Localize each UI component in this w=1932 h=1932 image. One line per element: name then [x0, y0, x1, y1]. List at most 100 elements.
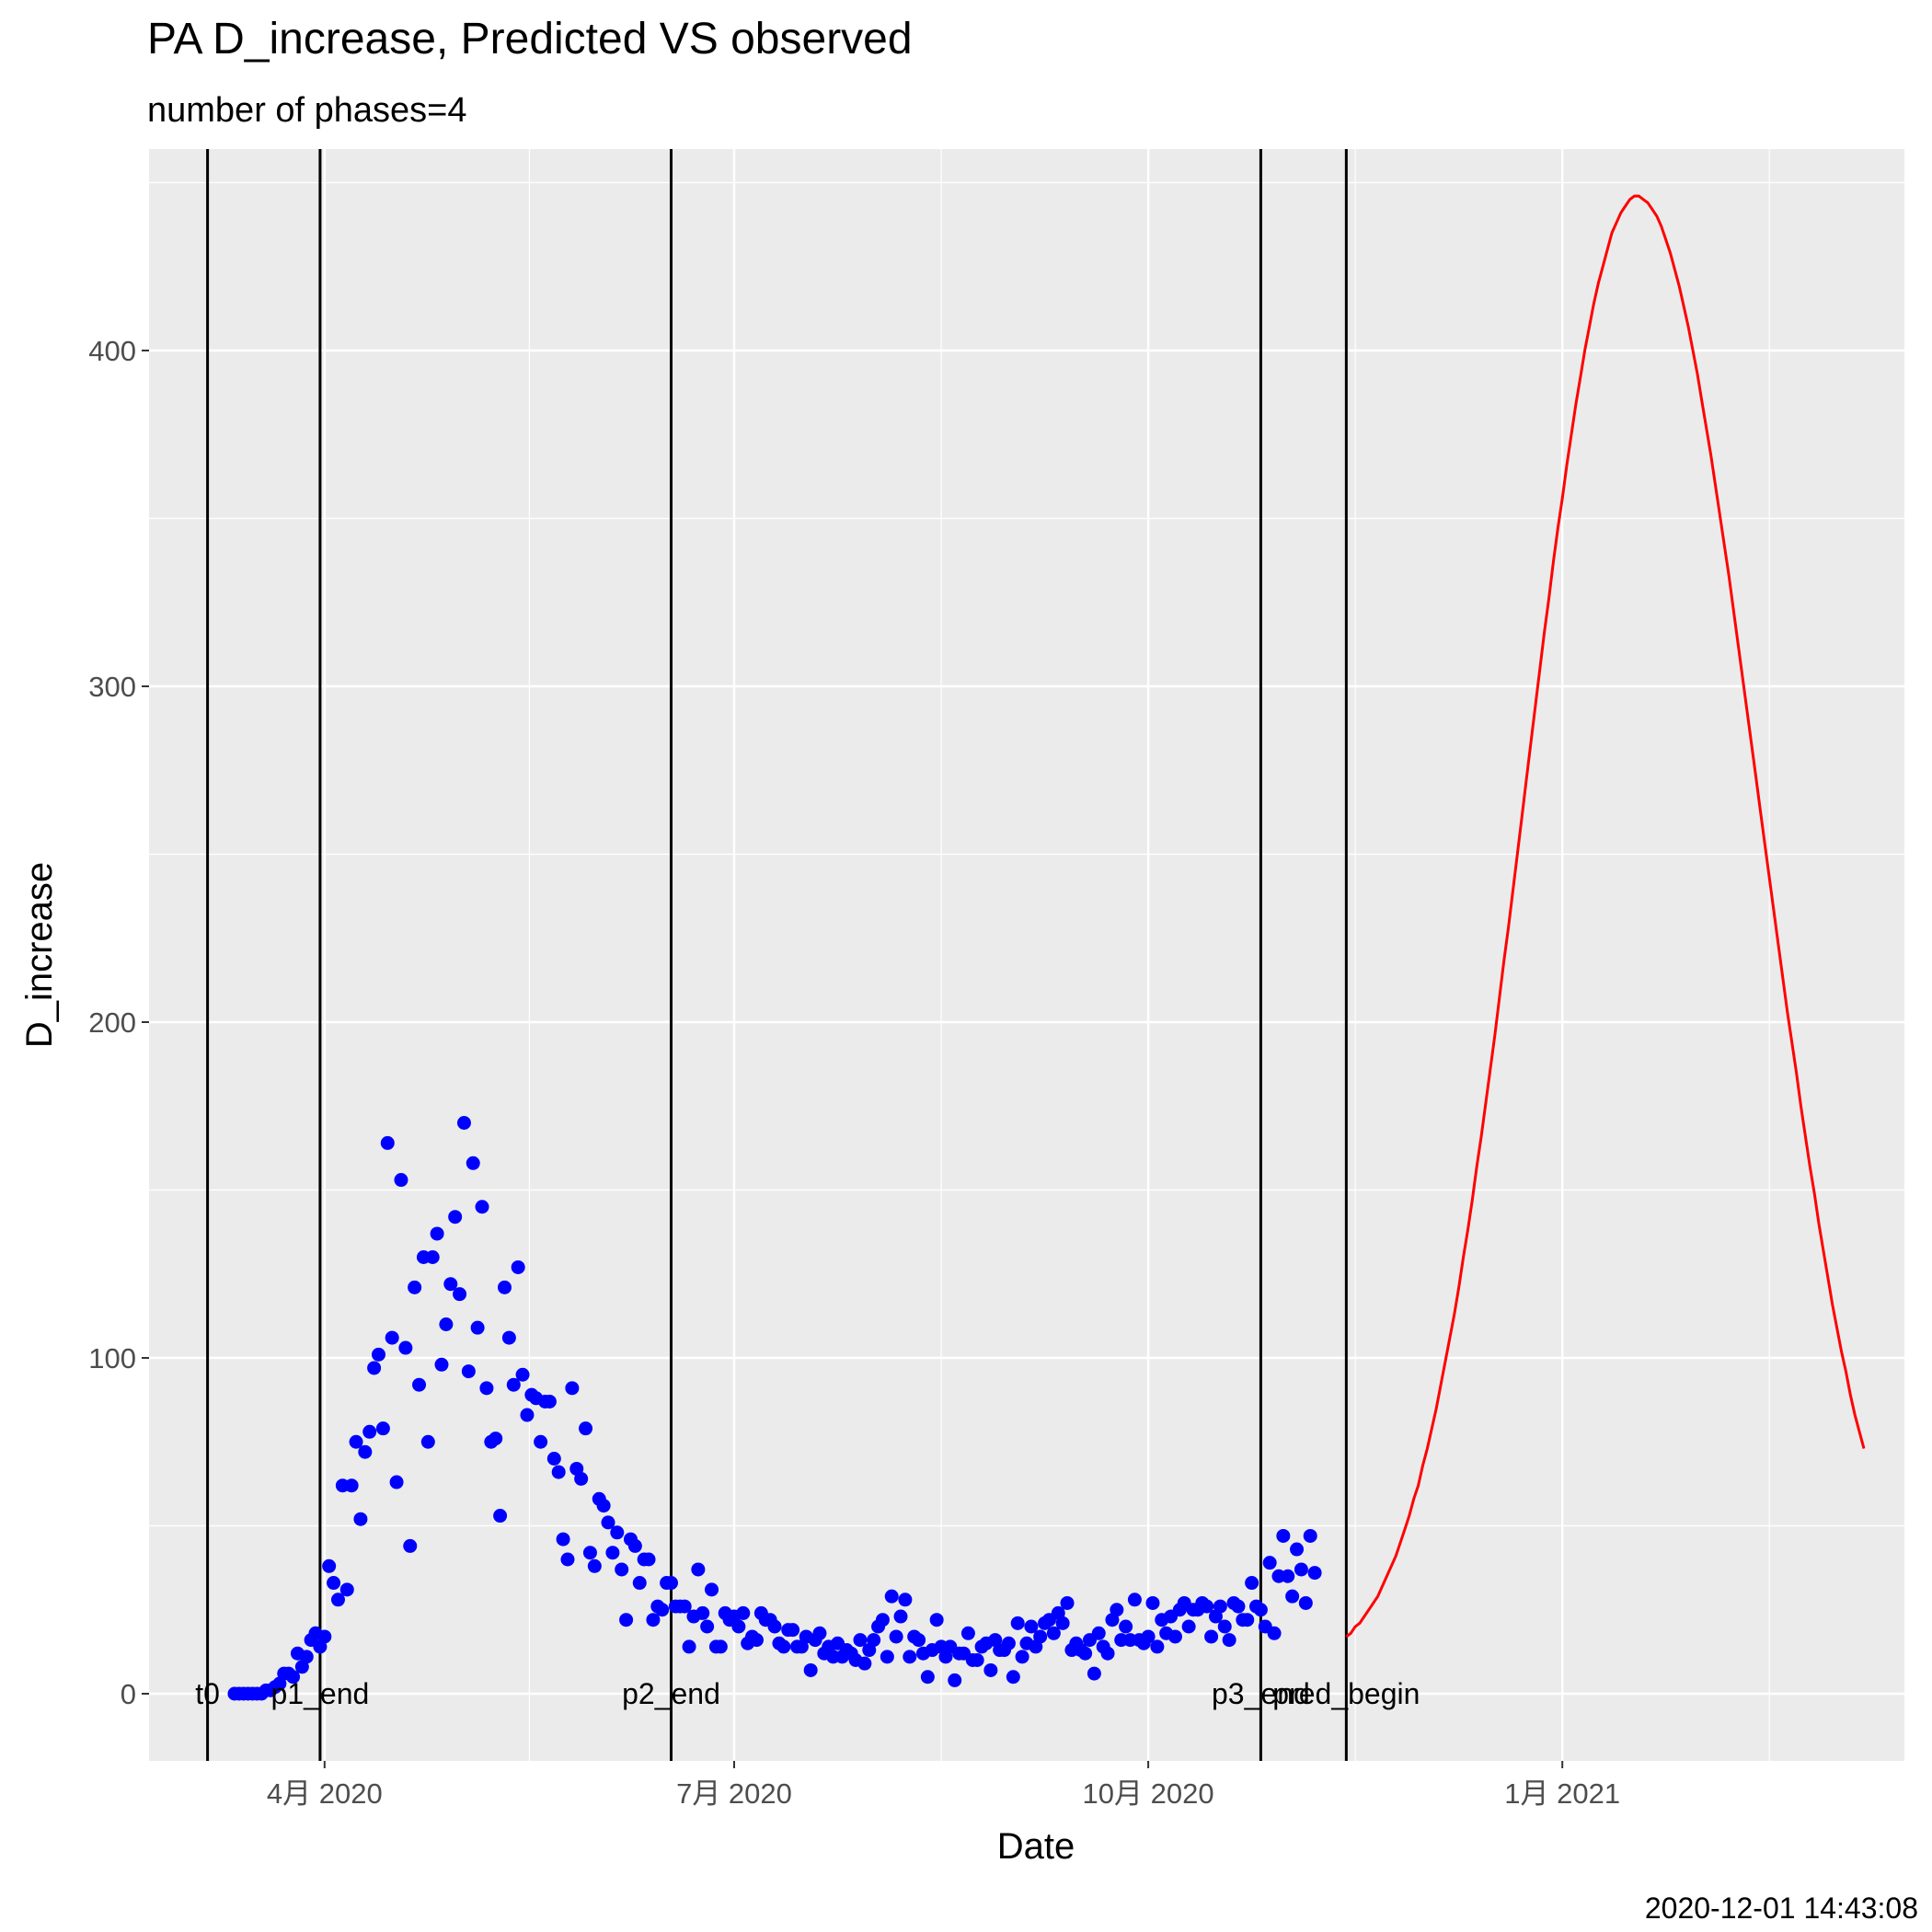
data-point	[367, 1361, 382, 1375]
data-point	[1217, 1619, 1232, 1634]
data-point	[1078, 1646, 1093, 1661]
data-point	[615, 1562, 629, 1577]
data-point	[1127, 1593, 1142, 1607]
data-point	[470, 1320, 485, 1335]
data-point	[655, 1603, 670, 1617]
y-axis-title: D_increase	[19, 862, 60, 1048]
data-point	[867, 1633, 881, 1648]
phase-label: t0	[195, 1677, 220, 1710]
data-point	[1276, 1528, 1291, 1543]
chart-caption: 2020-12-01 14:43:08	[1645, 1892, 1918, 1925]
data-point	[506, 1377, 521, 1392]
grid-minor	[149, 149, 1904, 1761]
phase-label: p2_end	[622, 1677, 720, 1710]
data-point	[520, 1408, 535, 1422]
data-point	[1087, 1666, 1101, 1681]
data-point	[880, 1650, 894, 1664]
data-point	[853, 1633, 868, 1648]
data-point	[749, 1633, 764, 1648]
data-point	[1245, 1576, 1259, 1591]
data-point	[1204, 1629, 1219, 1644]
data-point	[497, 1280, 512, 1294]
data-point	[632, 1576, 647, 1591]
data-point	[1262, 1556, 1277, 1570]
data-point	[560, 1552, 575, 1567]
chart-title: PA D_increase, Predicted VS observed	[147, 15, 913, 63]
x-tick-label: 10月 2020	[1083, 1777, 1214, 1810]
x-tick-label: 7月 2020	[676, 1777, 792, 1810]
data-point	[389, 1475, 404, 1489]
data-point	[551, 1465, 566, 1479]
data-point	[596, 1499, 611, 1513]
data-point	[786, 1623, 800, 1638]
data-point	[605, 1546, 620, 1560]
data-point	[1222, 1633, 1236, 1648]
data-point	[1267, 1626, 1282, 1640]
data-point	[1119, 1619, 1133, 1634]
data-point	[453, 1287, 467, 1302]
data-point	[556, 1532, 570, 1547]
data-point	[372, 1347, 386, 1362]
data-point	[1294, 1562, 1308, 1577]
phase-lines	[206, 149, 1348, 1761]
data-point	[353, 1512, 368, 1526]
data-point	[439, 1317, 454, 1331]
x-tick-label: 4月 2020	[267, 1777, 383, 1810]
data-point	[344, 1478, 359, 1493]
x-axis-title: Date	[997, 1826, 1075, 1867]
data-point	[1046, 1626, 1061, 1640]
data-point	[1033, 1629, 1048, 1644]
data-point	[327, 1576, 341, 1591]
data-point	[1290, 1542, 1305, 1557]
data-point	[574, 1471, 589, 1486]
data-point	[960, 1626, 975, 1640]
data-point	[587, 1558, 602, 1573]
data-point	[776, 1639, 791, 1654]
data-point	[731, 1619, 746, 1634]
y-tick-label: 0	[121, 1678, 136, 1710]
data-point	[619, 1613, 634, 1627]
data-point	[299, 1650, 314, 1664]
data-point	[700, 1619, 715, 1634]
phase-label: p1_end	[271, 1677, 370, 1710]
data-point	[912, 1633, 926, 1648]
data-point	[1024, 1619, 1039, 1634]
data-point	[579, 1421, 593, 1436]
data-point	[1298, 1595, 1313, 1610]
data-point	[1141, 1629, 1156, 1644]
data-point	[582, 1546, 597, 1560]
data-point	[893, 1609, 908, 1624]
data-point	[1285, 1589, 1300, 1604]
data-point	[1200, 1599, 1214, 1614]
data-point	[903, 1650, 917, 1664]
phase-label: pred_begin	[1272, 1677, 1420, 1710]
data-point	[385, 1330, 399, 1345]
data-point	[479, 1381, 494, 1396]
data-point	[466, 1156, 480, 1170]
data-point	[493, 1509, 508, 1524]
data-point	[403, 1538, 418, 1553]
data-point	[705, 1582, 719, 1597]
data-point	[1240, 1613, 1255, 1627]
data-point	[1006, 1670, 1020, 1685]
data-point	[430, 1226, 444, 1241]
data-point	[317, 1629, 332, 1644]
data-point	[736, 1605, 751, 1620]
data-point	[420, 1434, 435, 1449]
data-point	[1253, 1603, 1268, 1617]
data-point	[475, 1200, 489, 1214]
data-point	[812, 1626, 827, 1640]
data-point	[456, 1116, 471, 1130]
data-point	[286, 1670, 301, 1685]
x-tick-label: 1月 2021	[1504, 1777, 1620, 1810]
data-point	[358, 1444, 373, 1459]
data-point	[443, 1277, 458, 1292]
data-point	[349, 1434, 363, 1449]
data-point	[489, 1432, 503, 1446]
plot-panel	[149, 149, 1904, 1761]
data-point	[412, 1377, 427, 1392]
data-point	[713, 1639, 728, 1654]
data-point	[339, 1582, 354, 1597]
data-point	[970, 1653, 984, 1667]
